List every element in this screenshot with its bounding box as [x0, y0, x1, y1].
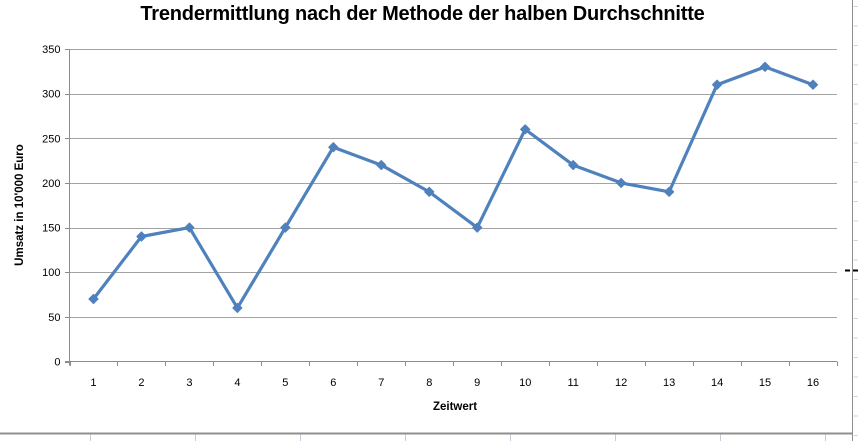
svg-text:0: 0 — [54, 357, 60, 369]
svg-text:100: 100 — [42, 267, 60, 279]
x-axis-title: Zeitwert — [432, 401, 478, 413]
svg-text:10: 10 — [519, 377, 531, 389]
svg-text:200: 200 — [42, 178, 60, 190]
svg-text:8: 8 — [426, 377, 432, 389]
svg-text:16: 16 — [807, 377, 819, 389]
x-axis — [65, 361, 838, 366]
svg-text:350: 350 — [42, 44, 60, 56]
svg-text:12: 12 — [615, 377, 627, 389]
gridlines — [69, 49, 837, 318]
svg-text:13: 13 — [663, 377, 675, 389]
chart-title: Trendermittlung nach der Methode der hal… — [140, 3, 705, 25]
y-axis — [65, 49, 70, 366]
svg-text:300: 300 — [42, 89, 60, 101]
svg-text:250: 250 — [42, 133, 60, 145]
y-tick-labels: 0 50 100 150 200 250 300 350 — [42, 44, 60, 369]
svg-text:14: 14 — [711, 377, 723, 389]
svg-text:15: 15 — [759, 377, 771, 389]
x-tick-labels: 1 2 3 4 5 6 7 8 9 10 11 12 13 14 15 16 — [90, 377, 819, 389]
svg-text:3: 3 — [186, 377, 192, 389]
svg-text:1: 1 — [90, 377, 96, 389]
svg-text:5: 5 — [282, 377, 288, 389]
svg-text:7: 7 — [378, 377, 384, 389]
data-series-line — [88, 61, 819, 314]
svg-text:9: 9 — [474, 377, 480, 389]
svg-text:6: 6 — [330, 377, 336, 389]
svg-text:2: 2 — [138, 377, 144, 389]
svg-text:150: 150 — [42, 223, 60, 235]
svg-text:50: 50 — [48, 312, 60, 324]
svg-text:4: 4 — [234, 377, 240, 389]
svg-text:11: 11 — [567, 377, 578, 389]
